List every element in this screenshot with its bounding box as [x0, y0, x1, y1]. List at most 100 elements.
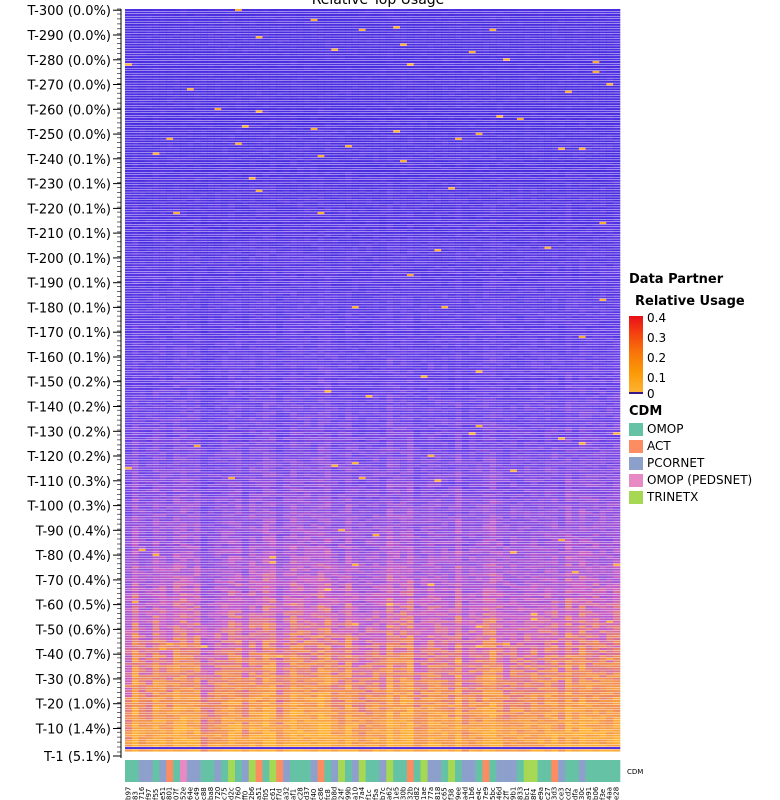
heatmap-cell [187, 11, 194, 13]
heatmap-cell [283, 83, 290, 85]
heatmap-cell [579, 41, 586, 43]
heatmap-cell [476, 106, 483, 108]
heatmap-cell [166, 143, 173, 145]
heatmap-cell [345, 68, 352, 70]
heatmap-cell [132, 168, 139, 170]
heatmap-cell [242, 101, 249, 103]
heatmap-cell [469, 135, 476, 137]
heatmap-cell [421, 26, 428, 28]
heatmap-cell [249, 44, 256, 46]
heatmap-cell [469, 150, 476, 152]
heatmap-cell [194, 14, 201, 16]
heatmap-cell [421, 133, 428, 135]
heatmap-cell [159, 118, 166, 120]
heatmap-cell [125, 155, 132, 157]
heatmap-cell [166, 101, 173, 103]
heatmap-cell [469, 61, 476, 63]
heatmap-cell [125, 88, 132, 90]
heatmap-cell [366, 175, 373, 177]
heatmap-cell [489, 73, 496, 75]
heatmap-cell [489, 163, 496, 165]
heatmap-cell [338, 96, 345, 98]
heatmap-cell [414, 138, 421, 140]
heatmap-cell [565, 128, 572, 130]
heatmap-cell [510, 96, 517, 98]
heatmap-cell [586, 98, 593, 100]
heatmap-cell [558, 9, 565, 11]
heatmap-cell [558, 118, 565, 120]
heatmap-cell [366, 172, 373, 174]
heatmap-cell [318, 150, 325, 152]
heatmap-cell [476, 93, 483, 95]
heatmap-cell [290, 153, 297, 155]
heatmap-cell [510, 113, 517, 115]
heatmap-cell [311, 19, 318, 21]
heatmap-cell [400, 56, 407, 58]
heatmap-cell [297, 56, 304, 58]
heatmap-cell [483, 135, 490, 137]
heatmap-cell [366, 49, 373, 51]
heatmap-cell [318, 168, 325, 170]
heatmap-cell [613, 68, 620, 70]
heatmap-cell [428, 51, 435, 53]
heatmap-cell [242, 73, 249, 75]
heatmap-cell [503, 135, 510, 137]
heatmap-cell [428, 158, 435, 160]
heatmap-cell [379, 83, 386, 85]
heatmap-cell [462, 172, 469, 174]
heatmap-cell [366, 83, 373, 85]
heatmap-cell [132, 36, 139, 38]
heatmap-cell [593, 14, 600, 16]
heatmap-cell [579, 155, 586, 157]
heatmap-cell [517, 16, 524, 18]
heatmap-cell [242, 68, 249, 70]
heatmap-cell [544, 150, 551, 152]
heatmap-cell [159, 41, 166, 43]
heatmap-cell [496, 56, 503, 58]
heatmap-cell [338, 29, 345, 31]
heatmap-cell [386, 150, 393, 152]
heatmap-cell [125, 180, 132, 182]
heatmap-cell [462, 125, 469, 127]
heatmap-cell [214, 113, 221, 115]
heatmap-cell [469, 24, 476, 26]
heatmap-cell [324, 101, 331, 103]
heatmap-cell [269, 81, 276, 83]
heatmap-cell [297, 71, 304, 73]
heatmap-cell [228, 168, 235, 170]
heatmap-cell [153, 125, 160, 127]
heatmap-cell [407, 54, 414, 56]
heatmap-cell [565, 177, 572, 179]
heatmap-cell [524, 61, 531, 63]
heatmap-cell [448, 36, 455, 38]
heatmap-cell [524, 155, 531, 157]
heatmap-cell [565, 123, 572, 125]
heatmap-cell [187, 108, 194, 110]
heatmap-cell [242, 86, 249, 88]
heatmap-cell [290, 140, 297, 142]
heatmap-cell [565, 83, 572, 85]
heatmap-cell [572, 56, 579, 58]
heatmap-cell [146, 49, 153, 51]
heatmap-cell [269, 11, 276, 13]
heatmap-cell [558, 36, 565, 38]
heatmap-cell [414, 83, 421, 85]
heatmap-cell [201, 140, 208, 142]
heatmap-cell [249, 21, 256, 23]
heatmap-cell [283, 88, 290, 90]
heatmap-cell [593, 177, 600, 179]
heatmap-cell [324, 9, 331, 11]
heatmap-cell [228, 180, 235, 182]
heatmap-cell [496, 150, 503, 152]
heatmap-cell [606, 24, 613, 26]
heatmap-cell [599, 145, 606, 147]
heatmap-cell [139, 113, 146, 115]
heatmap-cell [373, 9, 380, 11]
heatmap-cell [496, 148, 503, 150]
heatmap-cell [544, 34, 551, 36]
heatmap-cell [153, 59, 160, 61]
heatmap-cell [421, 34, 428, 36]
heatmap-cell [276, 78, 283, 80]
heatmap-cell [544, 155, 551, 157]
heatmap-cell [139, 118, 146, 120]
